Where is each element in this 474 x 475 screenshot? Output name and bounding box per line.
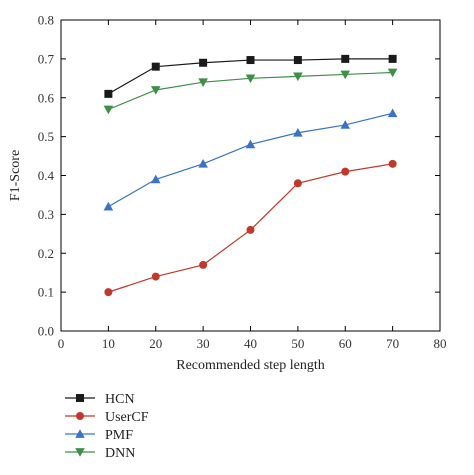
- data-point-pmf: [150, 174, 161, 184]
- data-point-hcn: [104, 89, 113, 98]
- series-usercf: [104, 159, 397, 297]
- y-tick-label: 0.0: [38, 324, 54, 339]
- legend-item-hcn: HCN: [65, 392, 135, 407]
- series-layer: [103, 54, 398, 297]
- y-tick-label: 0.5: [38, 129, 54, 144]
- legend-marker-pmf: [75, 429, 85, 438]
- data-point-dnn: [293, 72, 303, 82]
- data-point-hcn: [341, 54, 350, 63]
- axes: 0 10 20 30 40 50 60 70 80 0.0 0.1 0.2 0.3 0.4 0.5 0.6 0.…: [8, 13, 447, 374]
- y-tick-label: 0.1: [38, 285, 54, 300]
- x-axis-title: Recommended step length: [176, 358, 325, 373]
- y-tick-label: 0.2: [38, 246, 54, 261]
- data-point-hcn: [199, 58, 208, 67]
- data-point-dnn: [198, 78, 208, 87]
- legend-marker-hcn: [76, 394, 84, 402]
- data-point-pmf: [293, 127, 303, 137]
- data-point-usercf: [104, 288, 113, 297]
- data-point-pmf: [245, 139, 256, 149]
- x-tick-label: 10: [102, 336, 115, 351]
- series-pmf: [103, 108, 398, 211]
- legend-label-dnn: DNN: [105, 446, 135, 461]
- data-point-usercf: [199, 260, 208, 269]
- legend-item-pmf: PMF: [65, 428, 133, 443]
- legend-label-pmf: PMF: [105, 428, 133, 443]
- legend-item-dnn: DNN: [65, 446, 135, 461]
- y-tick-label: 0.6: [38, 90, 55, 105]
- y-axis-title: F1-Score: [8, 150, 23, 201]
- x-tick-label: 80: [434, 336, 447, 351]
- legend-label-hcn: HCN: [105, 392, 135, 407]
- data-point-usercf: [246, 225, 255, 234]
- x-tick-label: 70: [386, 336, 399, 351]
- data-point-hcn: [388, 54, 397, 63]
- x-tick-label: 60: [339, 336, 352, 351]
- data-point-pmf: [198, 159, 208, 168]
- y-tick-label: 0.8: [38, 13, 54, 28]
- legend-item-usercf: UserCF: [65, 410, 149, 425]
- data-point-dnn: [387, 68, 398, 78]
- y-tick-label: 0.4: [38, 168, 55, 183]
- x-tick-label: 30: [197, 336, 210, 351]
- legend-marker-dnn: [75, 448, 85, 457]
- data-point-pmf: [103, 201, 114, 211]
- data-point-pmf: [340, 120, 351, 129]
- x-tick-label: 20: [149, 336, 162, 351]
- series-dnn: [103, 68, 398, 115]
- data-point-hcn: [246, 56, 255, 65]
- data-point-dnn: [340, 70, 351, 80]
- data-point-dnn: [150, 86, 161, 95]
- y-tick-label: 0.7: [38, 51, 55, 66]
- series-hcn: [104, 54, 397, 98]
- data-point-usercf: [293, 179, 302, 188]
- x-tick-label: 40: [244, 336, 257, 351]
- y-tick-label: 0.3: [38, 207, 54, 222]
- data-point-pmf: [387, 108, 398, 118]
- data-point-dnn: [245, 74, 256, 84]
- legend-marker-usercf: [76, 412, 84, 420]
- x-tick-label: 0: [58, 336, 65, 351]
- data-point-hcn: [151, 62, 160, 71]
- legend: HCN UserCF PMF DNN: [65, 392, 149, 461]
- x-tick-label: 50: [291, 336, 304, 351]
- data-point-usercf: [151, 272, 160, 281]
- legend-label-usercf: UserCF: [105, 410, 149, 425]
- data-point-usercf: [341, 167, 350, 176]
- data-point-dnn: [103, 105, 114, 115]
- data-point-usercf: [388, 159, 397, 168]
- data-point-hcn: [293, 56, 302, 65]
